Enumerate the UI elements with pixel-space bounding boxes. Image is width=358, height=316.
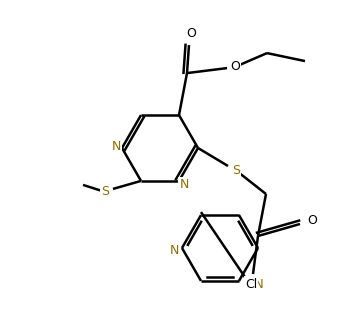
Text: O: O [186,27,196,40]
Text: Cl: Cl [245,278,257,291]
Text: S: S [101,185,109,198]
Text: N: N [111,139,121,153]
Text: N: N [179,179,189,191]
Text: S: S [232,163,240,177]
Text: N: N [169,244,179,257]
Text: O: O [230,60,240,73]
Text: HN: HN [246,277,264,290]
Text: O: O [307,214,317,227]
